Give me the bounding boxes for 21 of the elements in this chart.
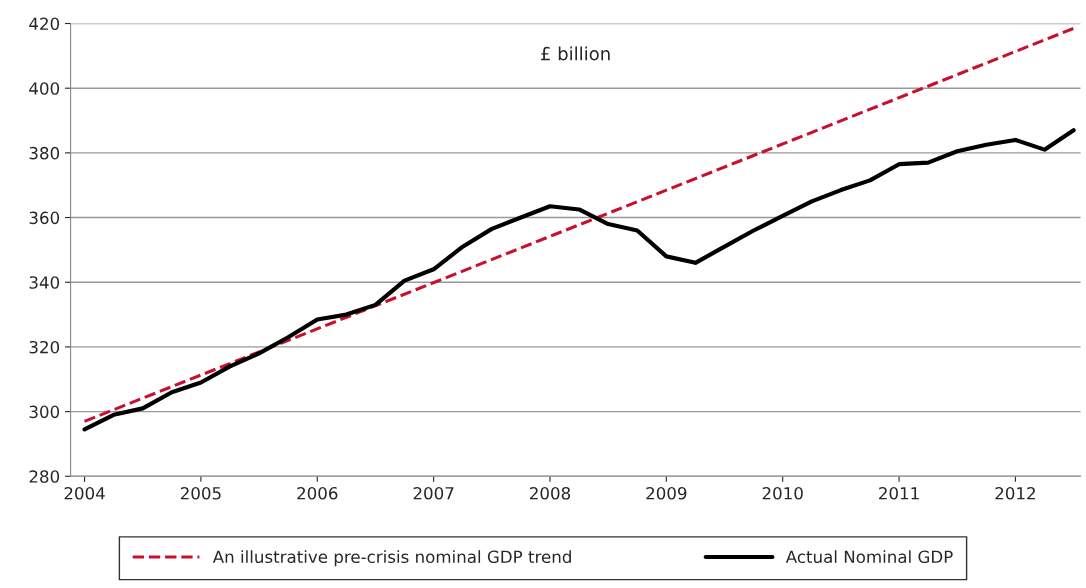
x-tick-label: 2012: [995, 486, 1035, 500]
y-tick-label: 360: [29, 211, 60, 225]
x-tick-label: 2004: [64, 486, 105, 500]
legend-label: An illustrative pre-crisis nominal GDP trend: [212, 550, 571, 567]
annotation: £ billion: [541, 46, 610, 61]
line-series: [82, 128, 1076, 432]
y-tick-label: 340: [29, 276, 60, 289]
x-tick-label: 2008: [529, 486, 571, 500]
x-tick-label: 2011: [879, 486, 919, 500]
y-tick-label: 280: [29, 470, 60, 483]
y-tick-label: 400: [29, 82, 60, 95]
x-tick-label: 2006: [297, 486, 338, 500]
legend-label: Actual Nominal GDP: [785, 550, 953, 564]
x-tick-label: 2007: [413, 486, 454, 500]
y-tick-label: 300: [29, 405, 60, 419]
x-tick-label: 2009: [646, 486, 687, 500]
y-tick-label: 420: [29, 17, 60, 31]
y-tick-label: 380: [29, 146, 60, 160]
x-tick-label: 2005: [180, 486, 221, 500]
y-tick-label: 320: [29, 340, 60, 354]
x-tick-label: 2010: [762, 486, 803, 500]
